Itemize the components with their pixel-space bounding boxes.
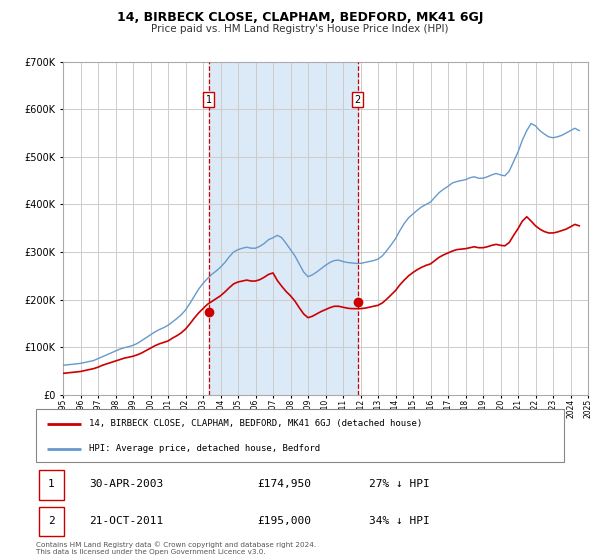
Text: 14, BIRBECK CLOSE, CLAPHAM, BEDFORD, MK41 6GJ: 14, BIRBECK CLOSE, CLAPHAM, BEDFORD, MK4… (117, 11, 483, 24)
Text: 30-APR-2003: 30-APR-2003 (89, 479, 163, 489)
Text: HPI: Average price, detached house, Bedford: HPI: Average price, detached house, Bedf… (89, 444, 320, 453)
Text: 1: 1 (206, 95, 212, 105)
Text: Price paid vs. HM Land Registry's House Price Index (HPI): Price paid vs. HM Land Registry's House … (151, 24, 449, 34)
Text: 14, BIRBECK CLOSE, CLAPHAM, BEDFORD, MK41 6GJ (detached house): 14, BIRBECK CLOSE, CLAPHAM, BEDFORD, MK4… (89, 419, 422, 428)
Text: 2: 2 (48, 516, 55, 526)
Text: Contains HM Land Registry data © Crown copyright and database right 2024.
This d: Contains HM Land Registry data © Crown c… (36, 542, 316, 555)
Bar (38, 470, 64, 500)
Bar (209, 62, 358, 395)
Text: 34% ↓ HPI: 34% ↓ HPI (368, 516, 430, 526)
Text: 1: 1 (48, 479, 55, 489)
Text: 21-OCT-2011: 21-OCT-2011 (89, 516, 163, 526)
Text: 27% ↓ HPI: 27% ↓ HPI (368, 479, 430, 489)
Text: £195,000: £195,000 (258, 516, 312, 526)
Text: 2: 2 (355, 95, 361, 105)
Text: £174,950: £174,950 (258, 479, 312, 489)
Bar (38, 507, 64, 536)
